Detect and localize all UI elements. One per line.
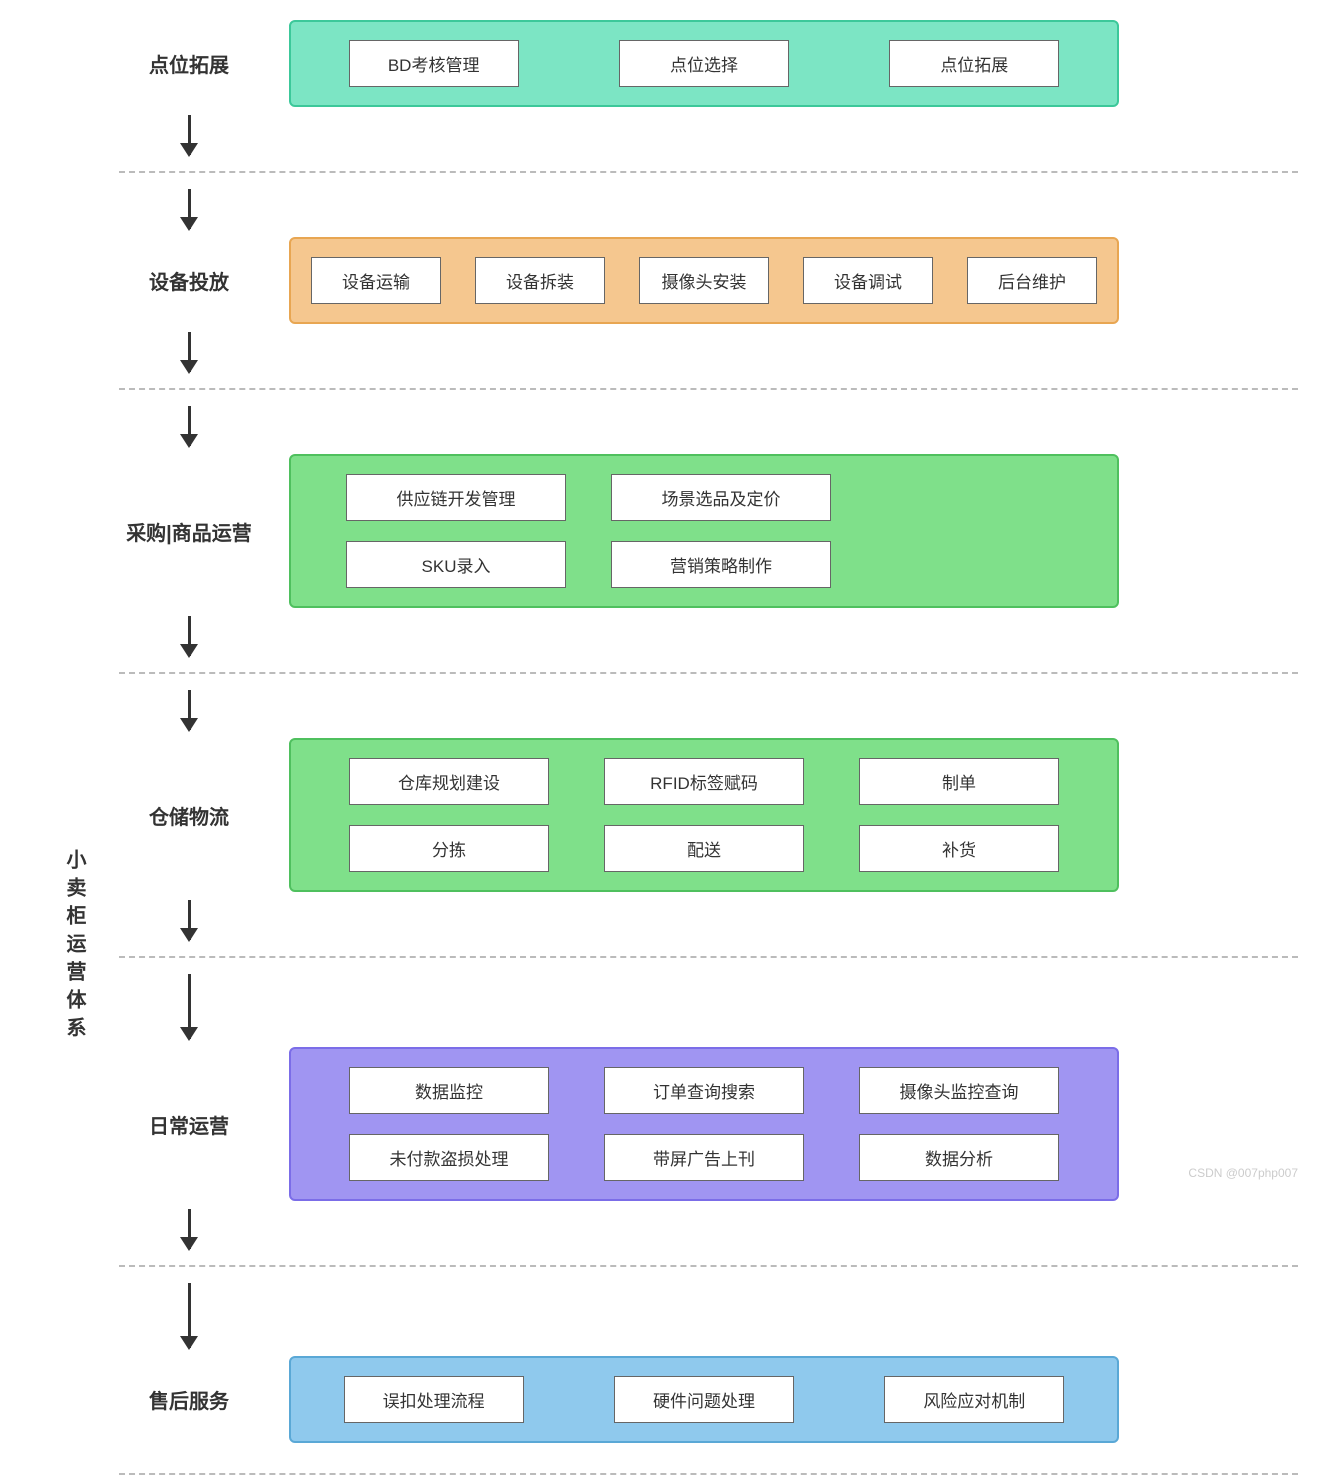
item-box: 误扣处理流程	[344, 1376, 524, 1423]
item-box: 补货	[859, 825, 1059, 872]
section-box-operations: 数据监控 订单查询搜索 摄像头监控查询 未付款盗损处理 带屏广告上刊 数据分析	[289, 1047, 1119, 1201]
section-procurement: 采购|商品运营 供应链开发管理 场景选品及定价 SKU录入 营销策略制作	[119, 398, 1298, 664]
arrow-down	[119, 682, 259, 738]
item-box: 数据监控	[349, 1067, 549, 1114]
item-box: 带屏广告上刊	[604, 1134, 804, 1181]
arrow-down	[119, 181, 259, 237]
divider	[119, 956, 1298, 958]
item-box: 订单查询搜索	[604, 1067, 804, 1114]
item-box: 设备调试	[803, 257, 933, 304]
divider	[119, 388, 1298, 390]
divider	[119, 1473, 1298, 1475]
section-label: 采购|商品运营	[119, 517, 259, 546]
item-box: RFID标签赋码	[604, 758, 804, 805]
section-box-location: BD考核管理 点位选择 点位拓展	[289, 20, 1119, 107]
arrow-down	[119, 892, 259, 948]
section-aftersales: 售后服务 误扣处理流程 硬件问题处理 风险应对机制	[119, 1275, 1298, 1443]
item-box: BD考核管理	[349, 40, 519, 87]
item-box: 制单	[859, 758, 1059, 805]
section-box-deploy: 设备运输 设备拆装 摄像头安装 设备调试 后台维护	[289, 237, 1119, 324]
item-box: 数据分析	[859, 1134, 1059, 1181]
section-box-procurement: 供应链开发管理 场景选品及定价 SKU录入 营销策略制作	[289, 454, 1119, 608]
item-box: 点位选择	[619, 40, 789, 87]
arrow-down	[119, 966, 259, 1047]
watermark: CSDN @007php007	[1188, 1166, 1298, 1180]
arrow-down	[119, 1275, 259, 1356]
item-box: 风险应对机制	[884, 1376, 1064, 1423]
item-box: 摄像头安装	[639, 257, 769, 304]
section-deploy: 设备投放 设备运输 设备拆装 摄像头安装 设备调试 后台维护	[119, 181, 1298, 380]
section-box-warehouse: 仓库规划建设 RFID标签赋码 制单 分拣 配送 补货	[289, 738, 1119, 892]
divider	[119, 672, 1298, 674]
arrow-down	[119, 608, 259, 664]
item-box: 点位拓展	[889, 40, 1059, 87]
section-label: 售后服务	[119, 1385, 259, 1414]
divider	[119, 1265, 1298, 1267]
section-label: 设备投放	[119, 266, 259, 295]
section-warehouse: 仓储物流 仓库规划建设 RFID标签赋码 制单 分拣 配送 补货	[119, 682, 1298, 948]
item-box: 场景选品及定价	[611, 474, 831, 521]
section-label: 仓储物流	[119, 801, 259, 830]
item-box: 未付款盗损处理	[349, 1134, 549, 1181]
item-box: 配送	[604, 825, 804, 872]
item-box: 营销策略制作	[611, 541, 831, 588]
section-label: 点位拓展	[119, 49, 259, 78]
arrow-down	[119, 398, 259, 454]
arrow-down	[119, 107, 259, 163]
diagram-container: 小卖柜运营体系 点位拓展 BD考核管理 点位选择 点位拓展 设备投放 设备运输	[20, 20, 1298, 1483]
item-box: 仓库规划建设	[349, 758, 549, 805]
section-operations: 日常运营 数据监控 订单查询搜索 摄像头监控查询 未付款盗损处理 带屏广告上刊 …	[119, 966, 1298, 1257]
item-box: 设备拆装	[475, 257, 605, 304]
sections-container: 点位拓展 BD考核管理 点位选择 点位拓展 设备投放 设备运输 设备拆装 摄像头…	[119, 20, 1298, 1483]
item-box: 设备运输	[311, 257, 441, 304]
arrow-down	[119, 324, 259, 380]
item-box: 供应链开发管理	[346, 474, 566, 521]
section-box-aftersales: 误扣处理流程 硬件问题处理 风险应对机制	[289, 1356, 1119, 1443]
item-box: 后台维护	[967, 257, 1097, 304]
main-title: 小卖柜运营体系	[60, 20, 119, 1483]
item-box: 分拣	[349, 825, 549, 872]
arrow-down	[119, 1201, 259, 1257]
divider	[119, 171, 1298, 173]
item-box: 摄像头监控查询	[859, 1067, 1059, 1114]
item-box: 硬件问题处理	[614, 1376, 794, 1423]
section-location: 点位拓展 BD考核管理 点位选择 点位拓展	[119, 20, 1298, 163]
section-label: 日常运营	[119, 1110, 259, 1139]
item-box: SKU录入	[346, 541, 566, 588]
